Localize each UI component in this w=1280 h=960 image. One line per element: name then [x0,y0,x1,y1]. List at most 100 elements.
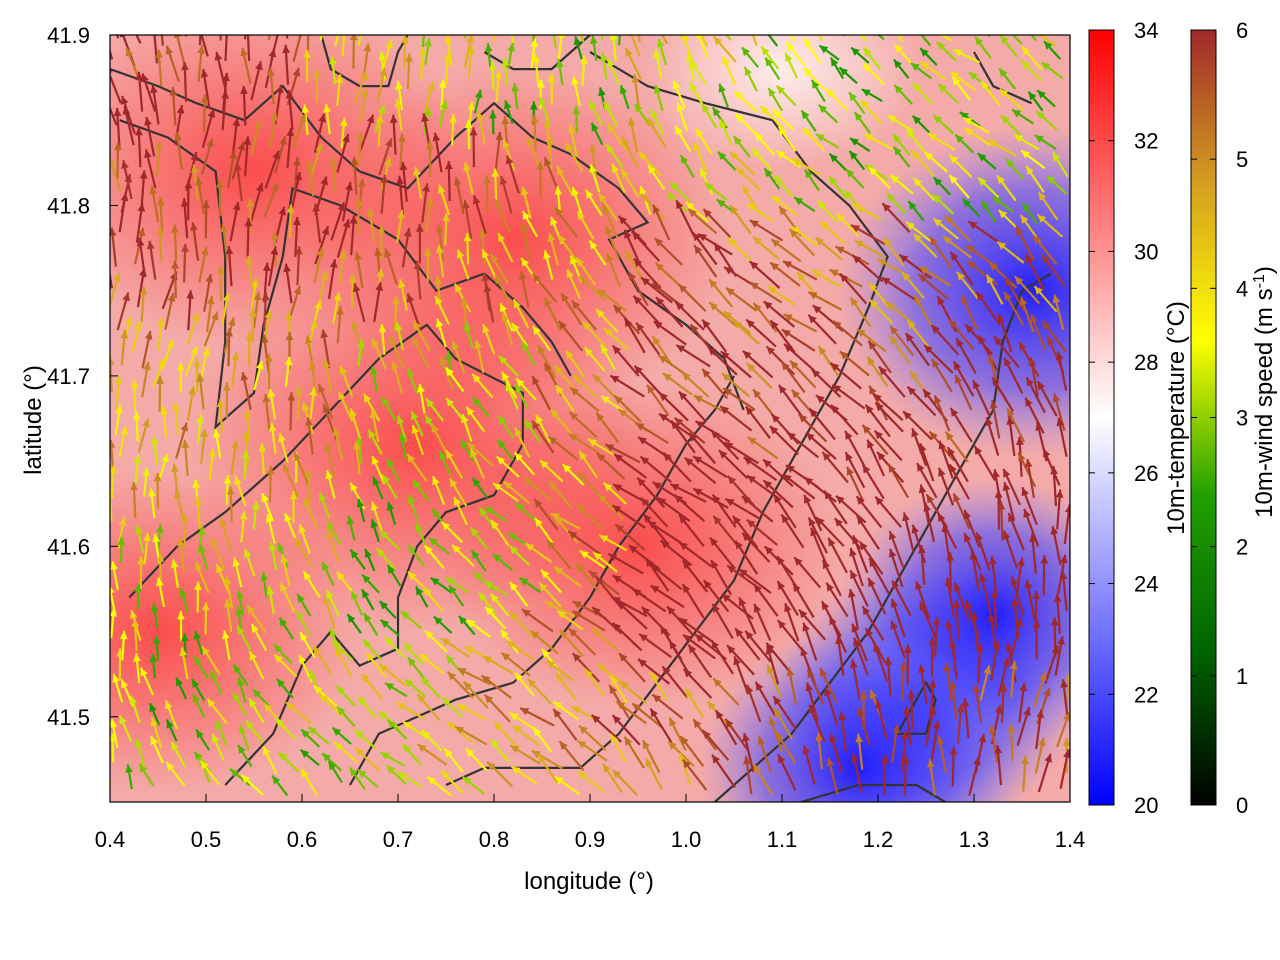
wind-vector-head [571,187,579,196]
wind-vector-head [770,320,779,330]
wind-vector-head [1024,579,1033,589]
wind-vector [378,137,393,176]
wind-vector-head [852,255,862,264]
wind-vector-head [296,610,305,620]
contour-line-9 [483,35,591,71]
wind-vector-head [1005,277,1013,287]
wind-vector-head [733,136,742,145]
wind-vector [376,67,387,102]
wind-vector [807,314,837,345]
wind-vector-head [255,61,263,71]
wind-vector-head [110,733,117,742]
wind-vector-head [190,152,199,161]
wind-vector [508,711,536,731]
wind-vector [952,599,961,640]
wind-vector [850,753,863,793]
wind-vector-head [457,704,466,712]
y-tick-label: 41.9 [47,23,90,48]
wind-vector [723,441,759,465]
wind-vector-head [428,537,438,546]
wind-vector-head [1028,357,1037,367]
wind-vector-head [292,67,301,77]
wind-vector-head [727,475,737,485]
wind-vector-head [298,654,306,664]
wind-vector-head [597,289,607,298]
wind-vector [717,151,737,171]
wind-vector [991,376,1015,413]
wind-vector [356,131,365,168]
wind-vector-head [1064,504,1070,513]
wind-vector-head [110,439,116,448]
wind-vector [977,334,999,372]
wind-vector-head [520,708,530,716]
wind-vector [361,573,380,594]
wind-vector [906,385,937,417]
wind-vector-shaft [341,35,346,57]
wind-vector-head [544,157,552,167]
wind-vector [633,103,651,127]
wind-vector-head [577,211,586,221]
wind-vector [420,676,441,699]
wind-vector [320,329,331,368]
wind-vector [113,107,122,148]
wind-vector [930,358,953,393]
wind-vector [392,296,400,331]
wind-vector [367,429,383,455]
wind-vector-head [836,495,845,505]
wind-vector-head [463,162,471,172]
wind-vector [595,412,620,444]
wind-vector-head [411,425,420,434]
wind-vector [265,513,276,544]
wind-vector-shaft [552,35,557,48]
wind-vector-head [949,464,957,474]
wind-vector [846,466,865,503]
wind-vector [245,255,254,290]
wind-vector [211,733,225,761]
wind-vector [523,476,552,502]
wind-vector-head [698,233,707,242]
wind-vector-head [693,719,702,729]
wind-vector-head [144,149,152,159]
wind-vector [989,399,1001,439]
wind-vector [710,559,732,596]
x-tick-label: 0.9 [575,827,606,852]
wind-vector [313,69,321,104]
wind-vector-head [195,176,204,186]
wind-vector [944,577,955,618]
wind-vector [438,79,447,110]
wind-vector [722,387,756,411]
wind-vector-head [1023,508,1031,518]
wind-vector-head [899,661,908,671]
wind-vector [308,360,317,397]
wind-vector-head [945,215,954,224]
wind-vector-head [348,274,357,283]
wind-vector [956,271,979,300]
wind-vector [250,182,264,222]
wind-vector-head [503,481,513,490]
wind-vector [902,512,915,552]
wind-vector-head [531,750,541,759]
wind-vector-head [278,433,286,442]
wind-vector-head [546,660,556,669]
wind-vector-head [150,736,158,746]
wind-vector [180,513,189,548]
wind-vector [472,195,487,234]
wind-vector-head [538,754,546,764]
wind-vector [481,248,497,279]
wind-vector-head [195,562,203,571]
wind-vector-head [1037,214,1047,223]
wind-vector-head [530,630,540,639]
wind-vector [137,556,145,589]
wind-vector-head [545,601,554,609]
wind-vector [407,656,425,679]
wind-vector [576,503,604,530]
wind-vector-head [351,321,359,331]
wind-vector-head [812,270,822,278]
wind-vector-head [589,100,597,110]
wind-vector-head [783,314,793,322]
wind-vector [411,336,430,369]
wind-vector-head [857,515,865,525]
wind-vector-head [129,695,138,705]
wind-vector-head [415,223,424,232]
wind-vector-head [863,63,872,72]
